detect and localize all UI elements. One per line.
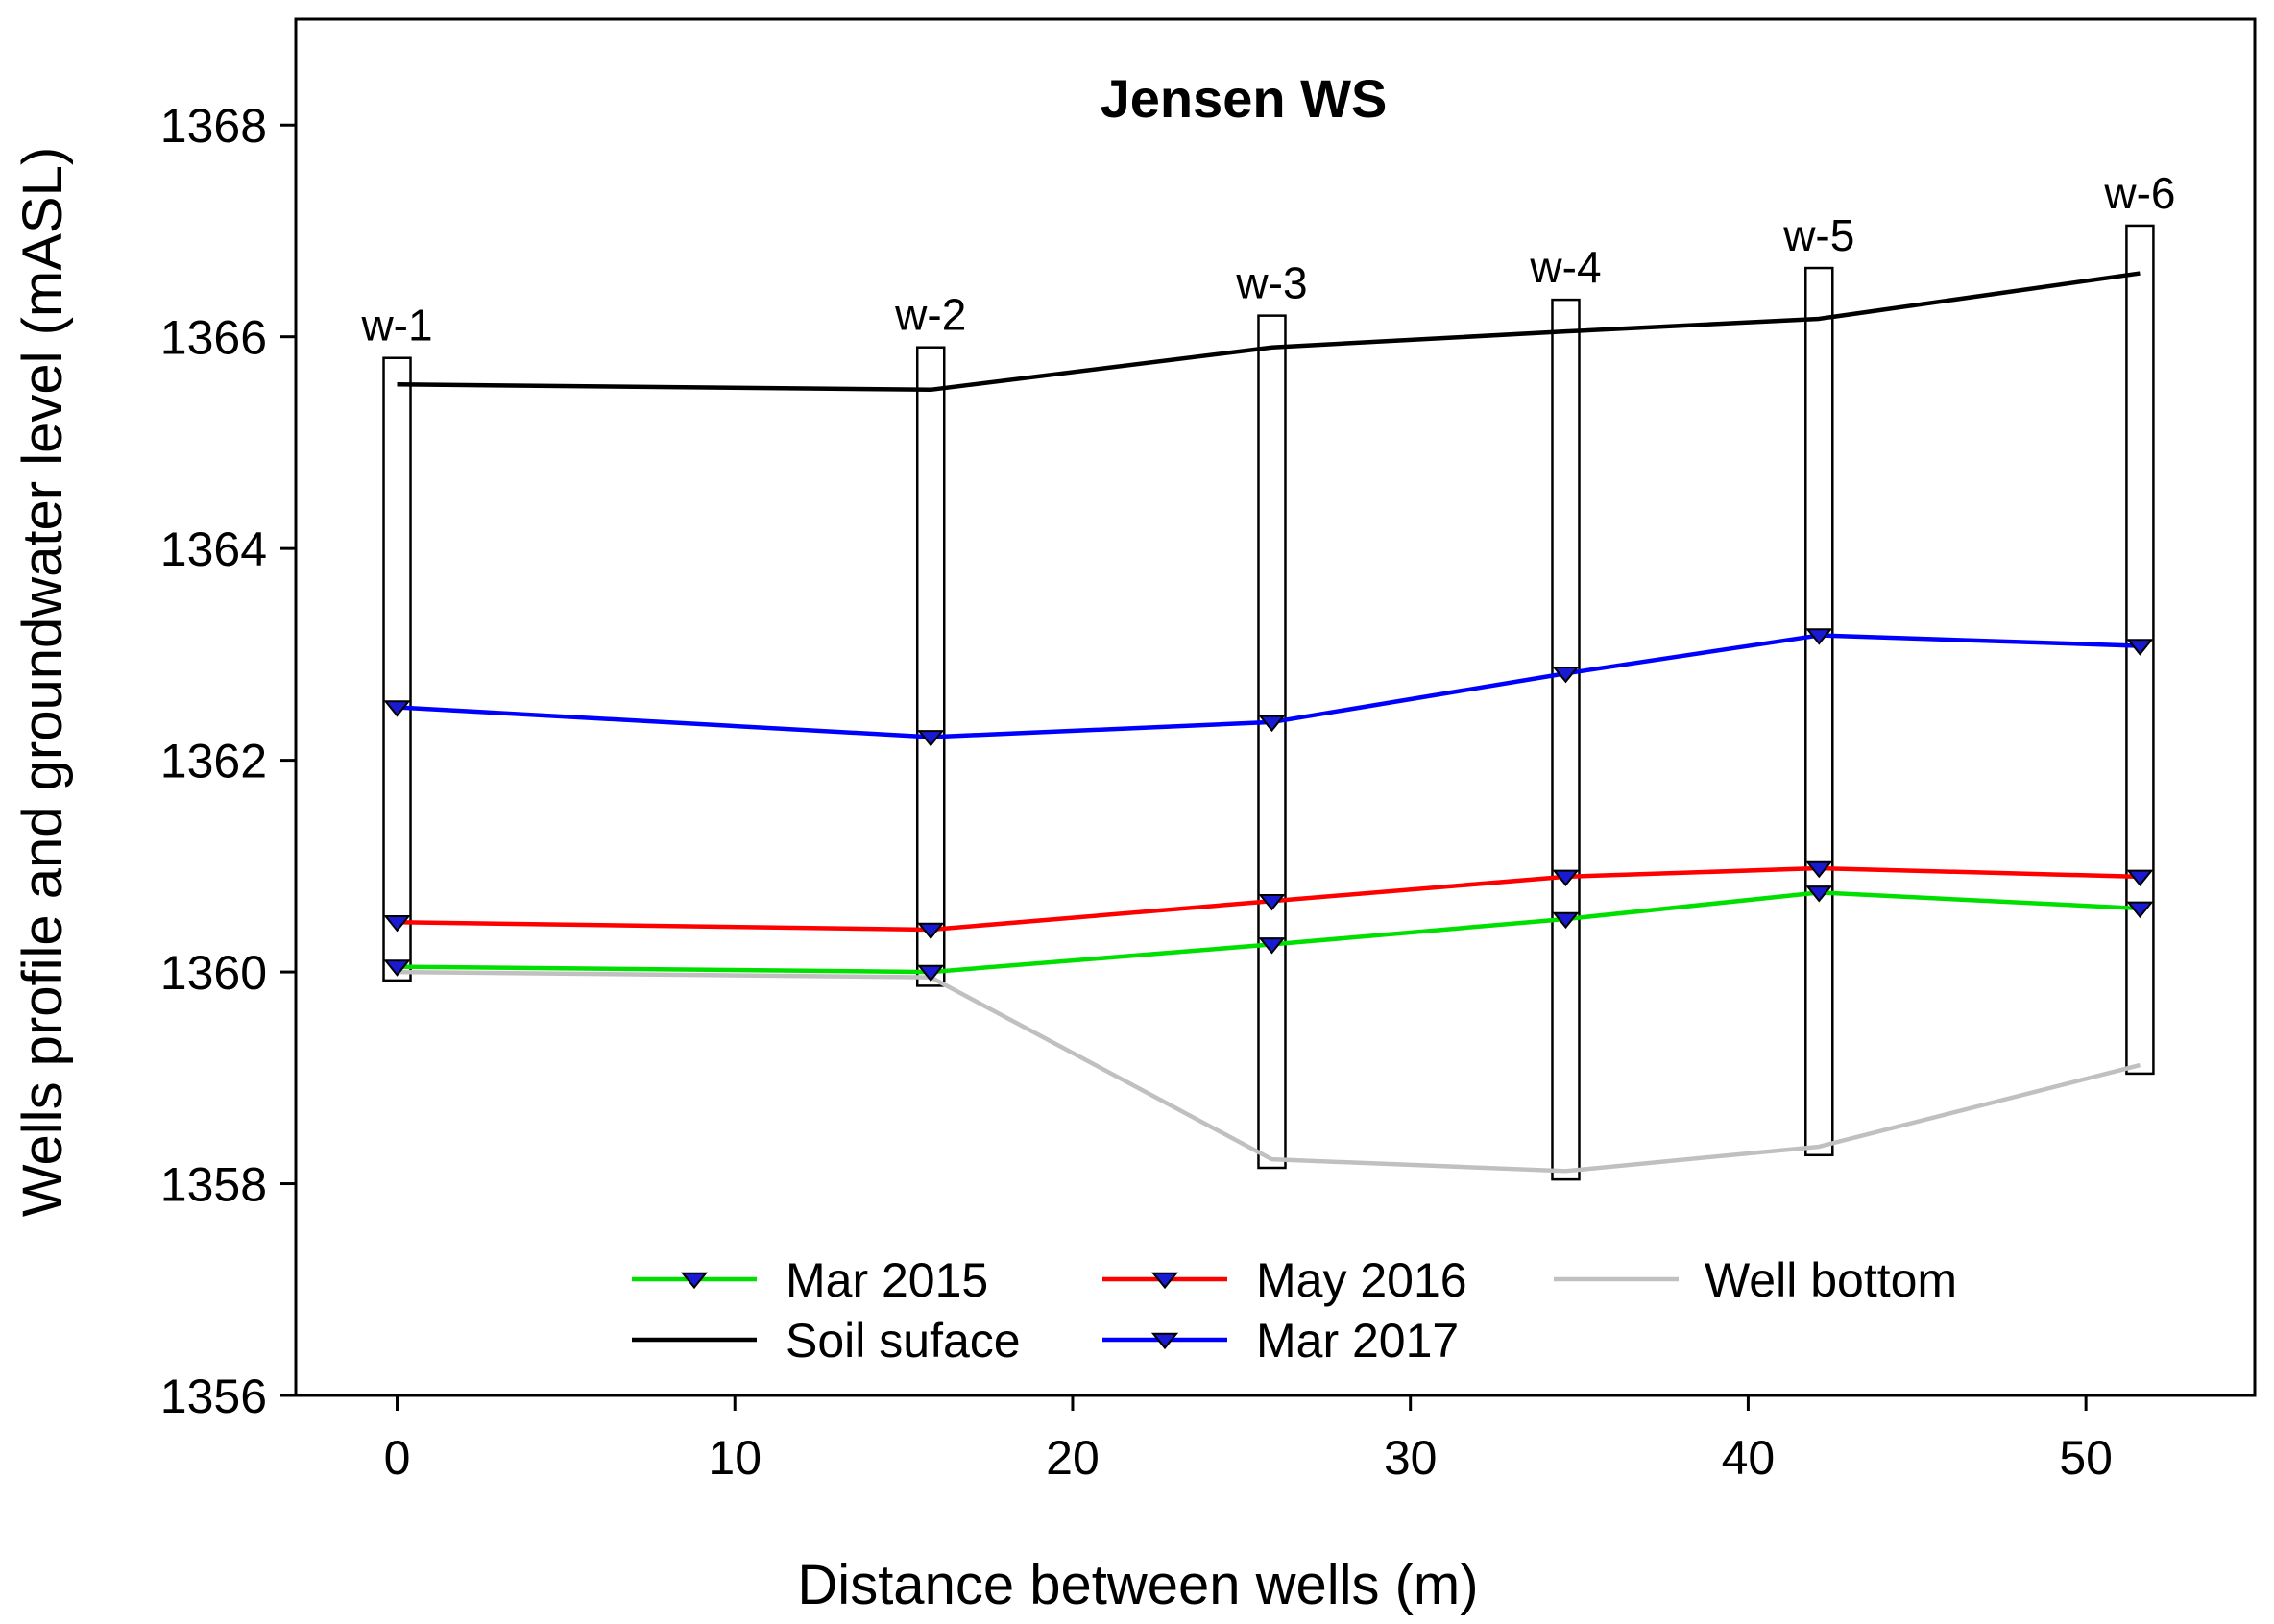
y-tick-label: 1360 [160, 946, 267, 1000]
series-marker-mar-2015 [383, 959, 411, 977]
legend-label-mar-2015: Mar 2015 [786, 1253, 988, 1307]
series-marker-may-2016 [1805, 860, 1833, 879]
series-marker-mar-2015 [2126, 901, 2154, 919]
series-marker-mar-2017 [917, 730, 945, 747]
series-marker-may-2016 [1552, 869, 1580, 887]
series-marker-mar-2015 [1552, 911, 1580, 930]
series-marker-mar-2015 [1258, 937, 1286, 955]
x-tick-label: 10 [708, 1431, 762, 1485]
well-label-w-4: w-4 [1529, 242, 1601, 292]
series-marker-may-2016 [2126, 869, 2154, 887]
legend-label-mar-2017: Mar 2017 [1256, 1314, 1459, 1368]
well-column-w-3 [1257, 314, 1287, 1170]
series-marker-may-2016 [917, 922, 945, 940]
well-label-w-3: w-3 [1235, 258, 1307, 308]
well-column-w-6 [2125, 224, 2155, 1076]
series-marker-mar-2017 [1258, 715, 1286, 733]
well-label-w-1: w-1 [360, 301, 432, 351]
series-marker-mar-2017 [1805, 628, 1833, 645]
series-marker-mar-2017 [2126, 639, 2154, 656]
series-marker-mar-2015 [917, 964, 945, 982]
well-label-w-2: w-2 [894, 290, 966, 340]
x-tick-label: 50 [2059, 1431, 2113, 1485]
y-axis-title: Wells profile and groundwater level (mAS… [12, 147, 74, 1217]
x-tick-label: 30 [1384, 1431, 1438, 1485]
series-line-mar-2017 [397, 633, 2141, 739]
y-tick-label: 1358 [160, 1158, 267, 1212]
series-marker-mar-2017 [383, 700, 411, 717]
legend-marker-mar-2017 [1150, 1332, 1179, 1350]
y-tick-label: 1368 [160, 99, 267, 153]
legend-label-soil-suface: Soil suface [786, 1314, 1021, 1368]
series-marker-may-2016 [1258, 893, 1286, 911]
y-tick-label: 1366 [160, 311, 267, 365]
series-line-well-bottom [397, 969, 2141, 1174]
well-column-w-4 [1551, 298, 1581, 1181]
x-tick-label: 20 [1046, 1431, 1100, 1485]
y-tick-label: 1356 [160, 1369, 267, 1423]
x-tick-label: 0 [384, 1431, 411, 1485]
legend-label-well-bottom: Well bottom [1705, 1253, 1957, 1307]
series-marker-may-2016 [383, 914, 411, 933]
plot-frame [294, 17, 2257, 1397]
chart-title: Jensen WS [1101, 68, 1388, 129]
well-label-w-6: w-6 [2103, 168, 2175, 218]
series-line-soil-suface [397, 271, 2141, 393]
legend-marker-may-2016 [1150, 1272, 1179, 1290]
series-marker-mar-2017 [1552, 666, 1580, 684]
legend-marker-mar-2015 [680, 1272, 709, 1290]
well-label-w-5: w-5 [1782, 210, 1854, 260]
series-line-may-2016 [397, 865, 2141, 933]
series-marker-mar-2015 [1805, 885, 1833, 903]
well-column-w-5 [1804, 266, 1834, 1157]
well-column-w-2 [915, 346, 946, 987]
series-line-mar-2015 [397, 890, 2141, 975]
well-column-w-1 [382, 356, 412, 982]
x-axis-title: Distance between wells (m) [797, 1554, 1478, 1616]
x-tick-label: 40 [1722, 1431, 1776, 1485]
y-tick-label: 1364 [160, 522, 267, 576]
legend-label-may-2016: May 2016 [1256, 1253, 1467, 1307]
y-tick-label: 1362 [160, 735, 267, 788]
